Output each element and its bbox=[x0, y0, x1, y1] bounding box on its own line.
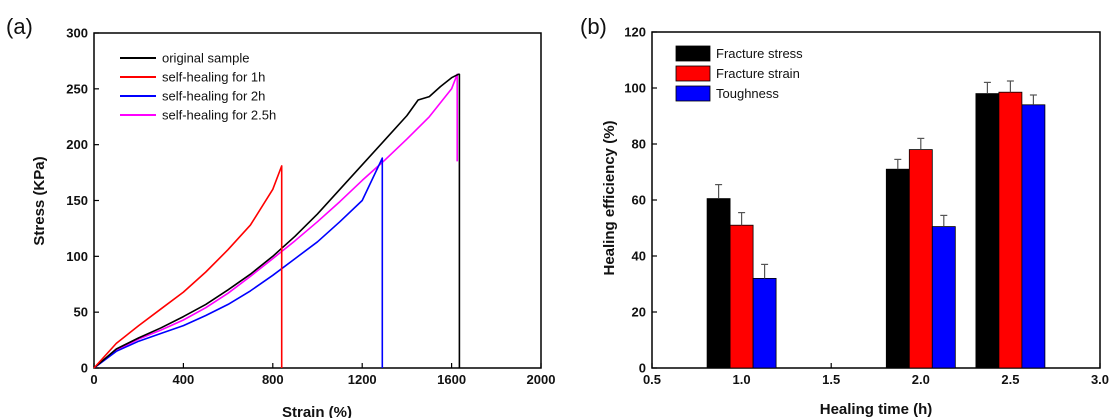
panel-a-x-tick-label: 2000 bbox=[527, 372, 556, 387]
bar-fracture-strain-1 bbox=[729, 224, 754, 369]
panel-b-x-tick-label: 3.0 bbox=[1091, 372, 1109, 387]
panel-a-label: (a) bbox=[6, 14, 33, 39]
panel-a-y-tick-label: 50 bbox=[74, 305, 88, 320]
legend-label-fracture-stress: Fracture stress bbox=[716, 46, 803, 61]
panel-a-x-tick-label: 1200 bbox=[348, 372, 377, 387]
panel-b-y-tick-label: 60 bbox=[632, 193, 646, 208]
panel-b-x-tick-label: 1.5 bbox=[822, 372, 840, 387]
panel-a-y-tick-label: 250 bbox=[66, 81, 88, 96]
legend-label-self-healing-for-2-5h: self-healing for 2.5h bbox=[162, 108, 276, 123]
panel-a-y-tick-label: 0 bbox=[81, 361, 88, 376]
panel-b-x-tick-label: 0.5 bbox=[643, 372, 661, 387]
panel-a-stress-strain-chart: (a) 0 400 800 1200 1600 2000 0 50 100 150 200 250 30… bbox=[6, 14, 555, 418]
panel-b-plot-area: 0.5 1.0 1.5 2.0 2.5 3.0 0 20 40 60 80 100 120 bbox=[624, 25, 1109, 388]
panel-b-x-tick-label: 2.5 bbox=[1001, 372, 1019, 387]
bar-toughness-2-5 bbox=[1021, 104, 1046, 369]
bar-fracture-strain-2-5 bbox=[998, 91, 1023, 369]
panel-b-y-tick-label: 80 bbox=[632, 137, 646, 152]
panel-b-y-tick-label: 120 bbox=[624, 25, 646, 40]
panel-b-y-axis-title: Healing efficiency (%) bbox=[601, 120, 618, 275]
panel-b-y-tick-label: 40 bbox=[632, 249, 646, 264]
bar-fracture-strain-2 bbox=[908, 149, 933, 369]
panel-a-y-tick-label: 100 bbox=[66, 249, 88, 264]
panel-a-legend: original sample self-healing for 1h self-h… bbox=[120, 51, 276, 123]
panel-b-x-tick-label: 2.0 bbox=[912, 372, 930, 387]
panel-a-x-axis-title: Strain (%) bbox=[282, 404, 352, 418]
series-line-self-healing-for-2h bbox=[93, 157, 384, 369]
panel-a-x-tick-label: 400 bbox=[173, 372, 195, 387]
panel-a-y-axis-title: Stress (KPa) bbox=[31, 156, 48, 245]
bar-toughness-2 bbox=[931, 226, 956, 369]
legend-label-toughness: Toughness bbox=[716, 86, 779, 101]
series-line-self-healing-for-1h bbox=[93, 165, 283, 369]
panel-b-x-axis-title: Healing time (h) bbox=[820, 401, 933, 418]
legend-label-fracture-strain: Fracture strain bbox=[716, 66, 800, 81]
series-line-original-sample bbox=[93, 73, 461, 369]
panel-a-y-tick-label: 200 bbox=[66, 137, 88, 152]
legend-label-original-sample: original sample bbox=[162, 51, 249, 66]
panel-a-x-tick-label: 0 bbox=[90, 372, 97, 387]
panel-b-x-tick-label: 1.0 bbox=[733, 372, 751, 387]
bar-fracture-stress-2 bbox=[885, 168, 910, 369]
panel-a-y-tick-label: 300 bbox=[66, 26, 88, 41]
panel-a-x-tick-label: 1600 bbox=[437, 372, 466, 387]
legend-swatch-fracture-strain bbox=[675, 65, 711, 82]
panel-b-healing-efficiency-chart: (b) 0.5 1.0 1.5 2.0 2.5 3.0 0 20 40 60 80 100 120 Fr… bbox=[580, 14, 1109, 418]
legend-label-self-healing-for-2h: self-healing for 2h bbox=[162, 89, 265, 104]
panel-b-label: (b) bbox=[580, 14, 607, 39]
legend-swatch-toughness bbox=[675, 85, 711, 102]
panel-b-y-tick-label: 0 bbox=[639, 361, 646, 376]
bar-toughness-1 bbox=[752, 277, 777, 369]
panel-a-x-tick-label: 800 bbox=[262, 372, 284, 387]
panel-b-y-tick-label: 100 bbox=[624, 81, 646, 96]
panel-b-y-tick-label: 20 bbox=[632, 305, 646, 320]
panel-a-y-tick-label: 150 bbox=[66, 193, 88, 208]
panel-a-plot-area: 0 400 800 1200 1600 2000 0 50 100 150 200 250 300 bbox=[66, 26, 555, 388]
panel-b-legend: Fracture stress Fracture strain Toughness bbox=[675, 45, 803, 102]
legend-label-self-healing-for-1h: self-healing for 1h bbox=[162, 70, 265, 85]
bar-fracture-stress-2-5 bbox=[975, 93, 1000, 369]
legend-swatch-fracture-stress bbox=[675, 45, 711, 62]
bar-fracture-stress-1 bbox=[706, 198, 731, 369]
series-line-self-healing-for-2-5h bbox=[93, 73, 459, 369]
